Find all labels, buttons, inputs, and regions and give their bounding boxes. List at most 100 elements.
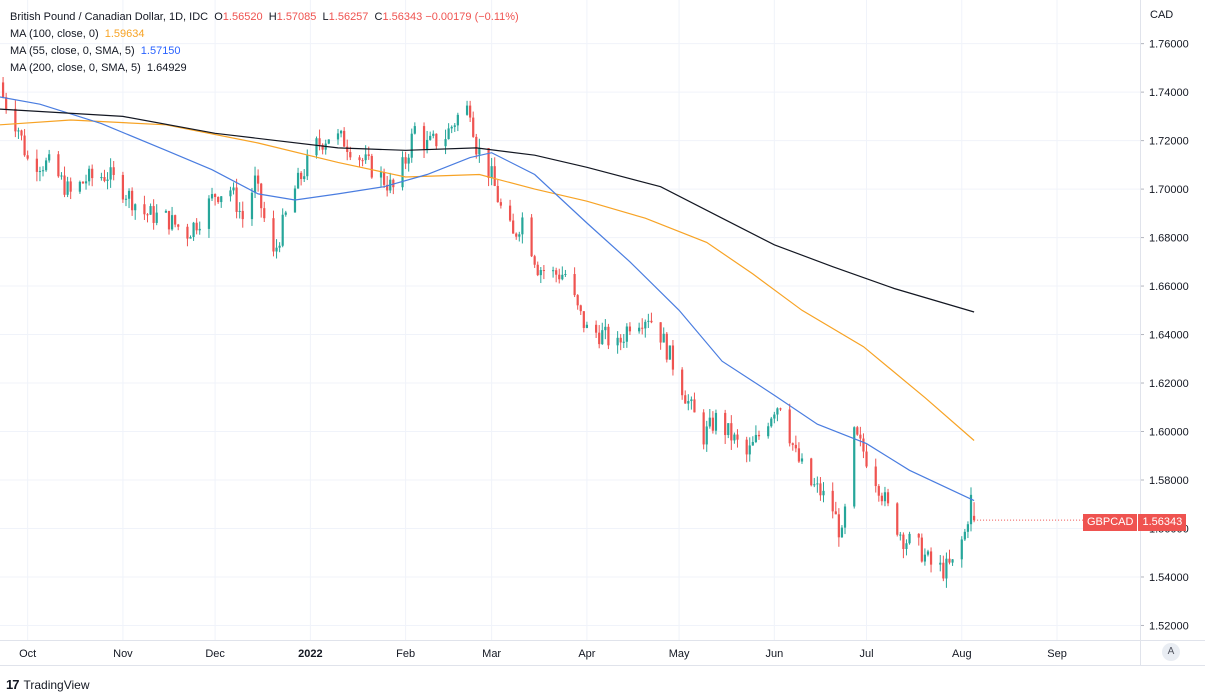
candle-body bbox=[638, 327, 641, 332]
candle-body bbox=[5, 97, 8, 109]
last-price-badge: GBPCAD 1.56343 bbox=[1083, 514, 1187, 531]
y-tick-label: 1.58000 bbox=[1149, 475, 1189, 487]
candle-body bbox=[573, 274, 576, 296]
candle bbox=[561, 266, 564, 281]
candle-body bbox=[662, 333, 665, 343]
candle bbox=[487, 148, 490, 187]
candle bbox=[558, 268, 561, 284]
candle bbox=[5, 92, 8, 114]
candle bbox=[435, 133, 438, 150]
candle bbox=[659, 322, 662, 350]
candle bbox=[754, 425, 758, 444]
candle-body bbox=[346, 146, 349, 152]
y-tick-label: 1.60000 bbox=[1149, 427, 1189, 439]
candle-body bbox=[410, 133, 413, 158]
candle bbox=[512, 213, 515, 234]
time-axis[interactable]: Oct Nov Dec 2022 Feb Mar Apr May Jun Jul Aug Sep bbox=[0, 640, 1205, 666]
candle bbox=[625, 323, 628, 348]
candle bbox=[358, 155, 361, 168]
tradingview-footer[interactable]: 17 TradingView bbox=[6, 677, 90, 692]
candle bbox=[908, 531, 911, 545]
y-tick-label: 1.52000 bbox=[1149, 620, 1189, 632]
candle bbox=[207, 195, 211, 238]
candle bbox=[788, 403, 791, 447]
candle-body bbox=[250, 192, 254, 220]
candle bbox=[619, 334, 622, 351]
candle-body bbox=[177, 224, 180, 227]
indicator-ma200[interactable]: MA (200, close, 0, SMA, 5) 1.64929 bbox=[10, 60, 519, 77]
price-change: −0.00179 (−0.11%) bbox=[425, 11, 519, 23]
candle bbox=[733, 432, 736, 444]
candle-body bbox=[69, 181, 72, 192]
candle bbox=[361, 157, 364, 167]
candle-body bbox=[659, 322, 662, 343]
candle bbox=[134, 203, 137, 220]
candle-body bbox=[358, 157, 361, 161]
candle bbox=[942, 555, 945, 582]
chart-legend: British Pound / Canadian Dollar, 1D, IDC… bbox=[10, 9, 519, 77]
candle-body bbox=[853, 427, 856, 507]
candle bbox=[518, 231, 521, 242]
candle bbox=[542, 265, 545, 280]
candle bbox=[300, 171, 303, 186]
candle bbox=[748, 437, 751, 462]
candle-body bbox=[813, 484, 816, 486]
y-tick-label: 1.72000 bbox=[1149, 136, 1189, 148]
price-axis[interactable]: 1.76000 1.74000 1.72000 1.70000 1.68000 1.660… bbox=[1140, 0, 1189, 665]
candle-body bbox=[432, 133, 435, 136]
candle-body bbox=[195, 222, 198, 231]
candle bbox=[647, 313, 650, 329]
indicator-label: MA (200, close, 0, SMA, 5) bbox=[10, 62, 141, 74]
candle bbox=[88, 165, 91, 186]
candle bbox=[349, 146, 352, 161]
candle-body bbox=[748, 445, 751, 455]
candle bbox=[641, 318, 644, 335]
candle-body bbox=[951, 559, 954, 563]
candle-body bbox=[109, 167, 112, 180]
candle bbox=[195, 218, 198, 235]
candle bbox=[177, 223, 180, 231]
y-tick-label: 1.64000 bbox=[1149, 330, 1189, 342]
candle bbox=[241, 201, 244, 228]
chart-grid bbox=[0, 0, 1140, 640]
candle bbox=[44, 157, 48, 172]
candle-body bbox=[401, 157, 404, 188]
ohlc-low: L1.56257 bbox=[322, 11, 369, 23]
candle-body bbox=[207, 198, 211, 229]
candle bbox=[797, 442, 801, 463]
candle-body bbox=[788, 409, 791, 444]
candle-body bbox=[831, 490, 834, 512]
candle-body bbox=[644, 321, 647, 329]
candle bbox=[644, 319, 647, 338]
candle bbox=[189, 235, 192, 239]
candle bbox=[573, 267, 576, 298]
candle-body bbox=[607, 326, 610, 346]
candle-body bbox=[619, 337, 622, 343]
symbol-legend-row[interactable]: British Pound / Canadian Dollar, 1D, IDC… bbox=[10, 9, 519, 26]
indicator-ma100[interactable]: MA (100, close, 0) 1.59634 bbox=[10, 26, 519, 43]
candle bbox=[404, 151, 407, 170]
candle bbox=[220, 195, 223, 208]
candle bbox=[819, 477, 822, 501]
candle-body bbox=[576, 295, 579, 306]
candle-body bbox=[969, 494, 973, 525]
candle-body bbox=[508, 205, 512, 221]
candle bbox=[705, 420, 708, 452]
candle bbox=[69, 177, 72, 200]
candle bbox=[840, 525, 844, 538]
indicator-ma55[interactable]: MA (55, close, 0, SMA, 5) 1.57150 bbox=[10, 43, 519, 60]
candle-body bbox=[530, 217, 533, 257]
candle-body bbox=[751, 441, 754, 446]
candle-body bbox=[724, 412, 727, 436]
auto-scale-button[interactable]: A bbox=[1162, 643, 1180, 661]
candle-body bbox=[379, 172, 383, 178]
candle bbox=[321, 143, 324, 155]
candle-body bbox=[213, 194, 217, 198]
candle-body bbox=[189, 237, 192, 239]
candle bbox=[684, 390, 687, 404]
candle bbox=[127, 188, 131, 209]
candle bbox=[20, 129, 23, 141]
candle-body bbox=[26, 155, 29, 159]
candle bbox=[585, 321, 589, 329]
